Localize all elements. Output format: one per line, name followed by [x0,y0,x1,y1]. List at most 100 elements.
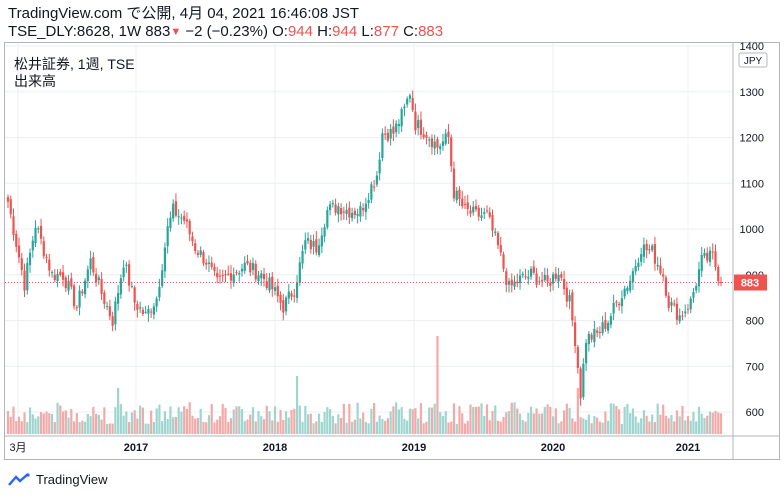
candle-body [111,316,114,326]
volume-bar [642,410,646,434]
volume-bar [441,415,445,434]
volume-bar [557,423,560,434]
candle-body [582,363,585,398]
volume-bar [469,404,472,434]
candle-body [298,262,301,283]
volume-bar [615,406,618,434]
publish-info: TradingView.com で公開, 4月 04, 2021 16:46:0… [8,5,360,22]
candle-body [681,315,684,317]
volume-bar [659,414,662,434]
volume-bar [276,421,279,434]
candle-body [78,290,81,308]
candle-body [637,262,640,268]
volume-bar [444,411,447,434]
candle-body [590,334,593,340]
price-tick-label: 1000 [740,224,764,236]
candle-body [389,128,392,139]
candle-body [455,190,458,201]
volume-bar [411,409,414,434]
volume-bar [284,411,288,434]
candle-body [290,293,293,297]
volume-bar [395,402,398,434]
candle-body [513,281,516,287]
volume-bar [362,412,365,434]
volume-bar [527,413,530,434]
candle-body [684,311,687,314]
volume-bar [540,413,544,434]
candle-body [103,292,106,305]
volume-bar [295,376,299,434]
price-tick-label: 1200 [740,133,764,145]
volume-bar [681,405,684,434]
candle-body [163,247,167,272]
volume-bar [188,402,191,434]
candle-body [262,273,266,280]
volume-bar [408,408,412,434]
time-tick-label: 2020 [541,442,565,454]
volume-bar [81,420,84,434]
footer-brand[interactable]: TradingView [8,472,108,487]
volume-bar [282,419,285,434]
candle-body [31,240,34,251]
candle-body [551,274,555,284]
candle-body [697,269,701,287]
candle-body [235,272,238,274]
volume-bar [684,420,687,434]
candle-body [232,274,235,284]
volume-bar [686,416,690,434]
candle-body [273,287,277,291]
candle-body [436,139,439,148]
volume-bar [458,406,461,434]
candle-body [229,273,233,281]
volume-bar [480,403,483,434]
volume-bar [298,405,301,434]
candle-body [670,302,673,306]
candle-body [61,272,65,280]
candle-body [216,272,219,278]
volume-bar [634,416,637,434]
volume-bar [97,414,100,434]
volume-bar [651,414,654,434]
volume-bar [571,418,574,434]
close-label: C: [403,23,419,40]
volume-bar [648,421,651,434]
volume-bar [177,407,180,434]
candle-body [463,203,467,205]
volume-bar [238,406,241,434]
volume-bar [279,409,282,434]
volume-bar [207,415,211,434]
candle-body [92,257,95,273]
candle-body [108,306,111,317]
candle-body [386,132,389,141]
volume-bar [678,416,681,434]
candle-body [328,204,332,211]
volume-bar [620,423,623,434]
volume-bar [419,403,423,434]
volume-bar [317,413,321,434]
chart-frame[interactable] [4,42,780,460]
candle-body [136,304,139,310]
candle-body [243,262,246,272]
candle-body [251,263,255,271]
volume-bar [166,418,169,434]
volume-bar [631,408,635,434]
volume-bar [433,403,436,434]
candle-body [205,262,208,265]
price-tick-label: 700 [746,361,764,373]
volume-bar [111,423,114,434]
volume-bar [251,407,255,434]
candle-body [39,225,43,239]
volume-bar [518,413,522,434]
volume-bar [133,410,136,434]
volume-bar [502,417,505,434]
price-change: −2 (−0.23%) [185,23,268,40]
candle-body [532,266,535,273]
tradingview-logo-icon [8,472,30,486]
volume-bar [100,419,103,434]
volume-bar [273,406,277,434]
candle-body [573,322,577,347]
volume-bar [491,411,494,434]
candle-body [23,270,26,291]
volume-bar [23,412,26,434]
